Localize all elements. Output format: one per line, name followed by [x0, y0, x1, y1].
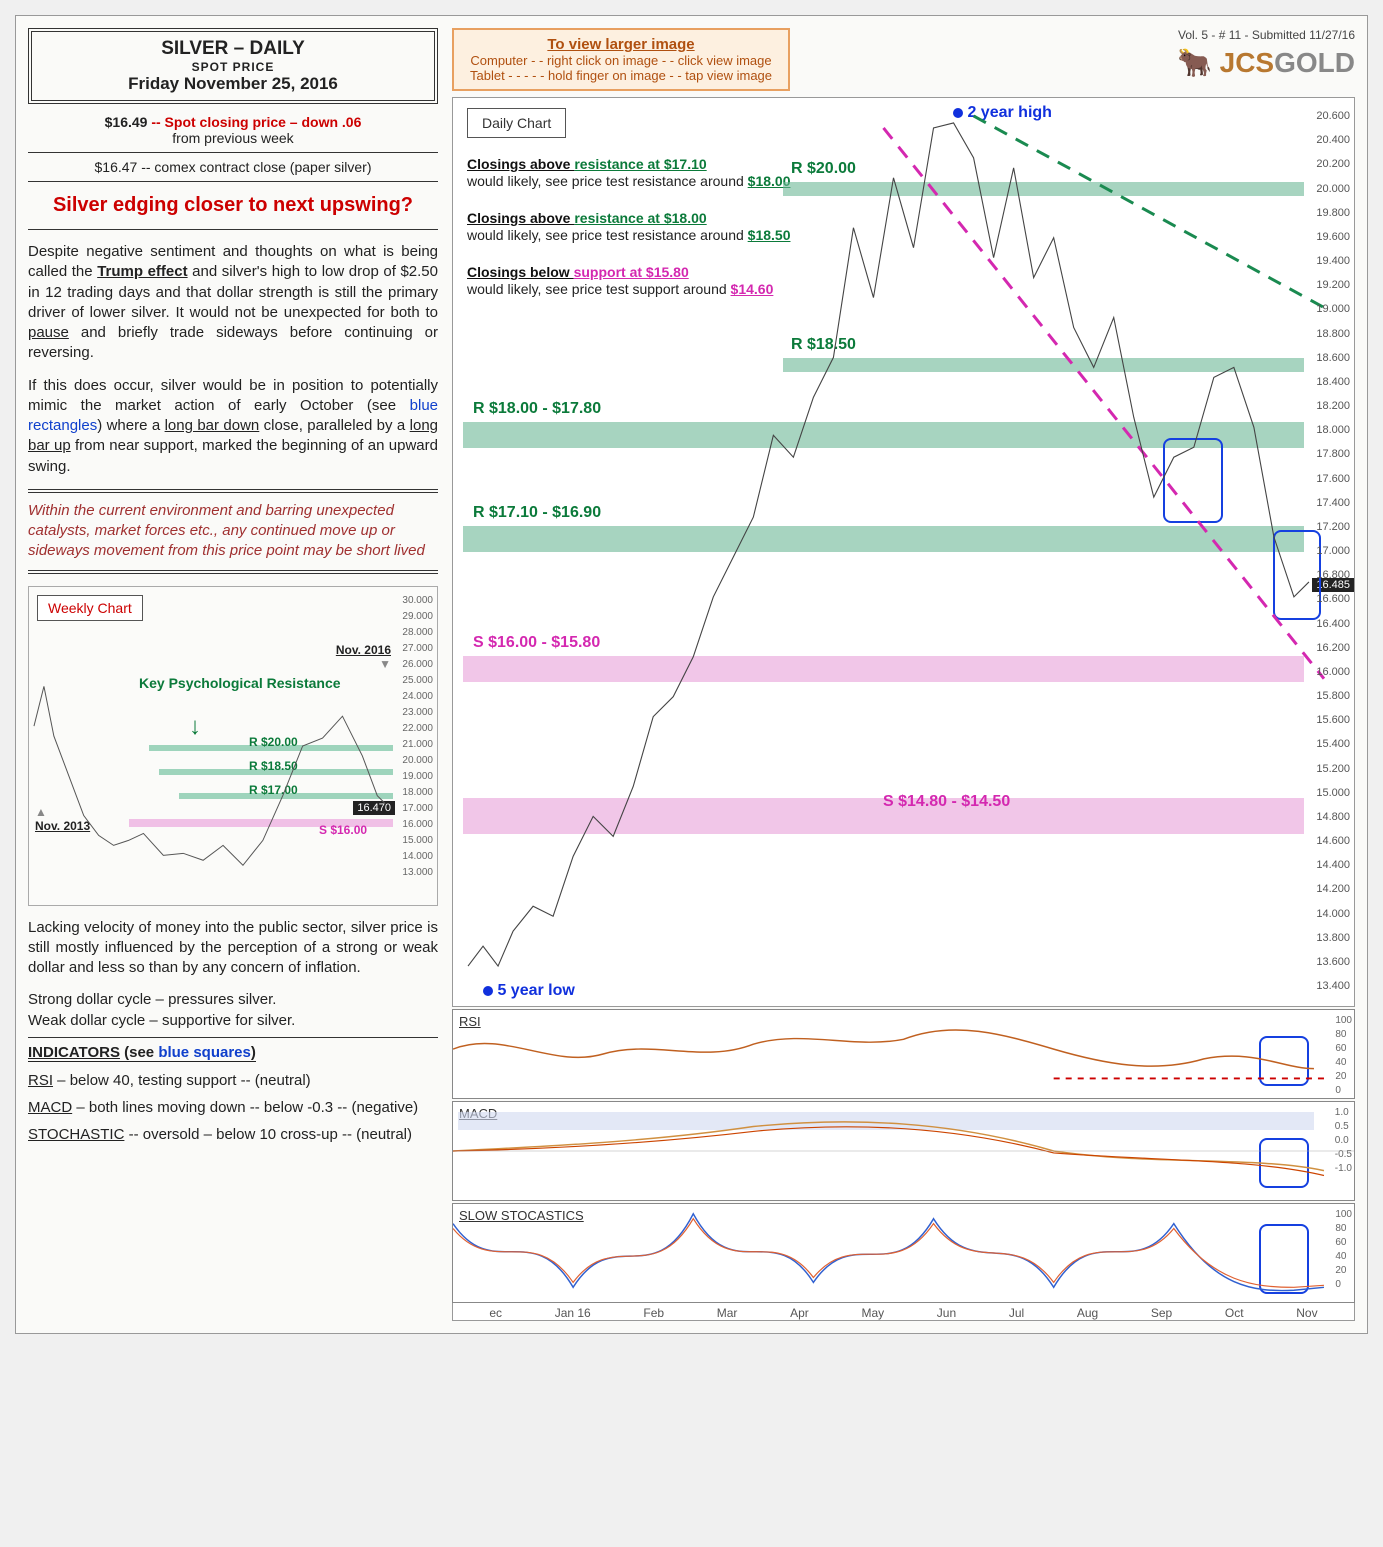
y-tick: 18.800: [1316, 328, 1350, 340]
double-divider: [28, 489, 438, 493]
daily-lines: [453, 98, 1354, 1006]
divider: [28, 152, 438, 153]
month-tick: Aug: [1077, 1306, 1098, 1320]
divider: [28, 181, 438, 182]
y-tick: 20.600: [1316, 110, 1350, 122]
volume-info: Vol. 5 - # 11 - Submitted 11/27/16: [1177, 28, 1355, 42]
left-column: SILVER – DAILY SPOT PRICE Friday Novembe…: [28, 28, 438, 1321]
title-date: Friday November 25, 2016: [42, 74, 424, 94]
y-tick: 14.200: [1316, 883, 1350, 895]
y-tick: 19.200: [1316, 279, 1350, 291]
y-tick: 16.200: [1316, 642, 1350, 654]
y-tick: 19.600: [1316, 231, 1350, 243]
stoch-panel: SLOW STOCASTICS 100806040200: [452, 1203, 1355, 1303]
indicators-heading: INDICATORS (see blue squares): [28, 1044, 256, 1062]
y-tick: 16.400: [1316, 618, 1350, 630]
right-column: To view larger image Computer - - right …: [452, 28, 1355, 1321]
y-tick: 14.600: [1316, 835, 1350, 847]
y-tick: 15.000: [1316, 787, 1350, 799]
y-tick: 14.000: [1316, 908, 1350, 920]
stoch-line: [453, 1204, 1354, 1302]
bull-icon: 🐂: [1177, 47, 1212, 78]
month-tick: ec: [489, 1306, 502, 1320]
weekly-price-line: [29, 587, 437, 905]
month-tick: Jan 16: [555, 1306, 591, 1320]
y-tick: 20.400: [1316, 134, 1350, 146]
y-tick: 17.000: [1316, 545, 1350, 557]
title-main: SILVER – DAILY: [42, 38, 424, 60]
y-tick: 17.400: [1316, 497, 1350, 509]
y-tick: 17.600: [1316, 473, 1350, 485]
spot-label: -- Spot closing price – down .06: [151, 114, 361, 130]
divider: [28, 1037, 438, 1038]
headline: Silver edging closer to next upswing?: [28, 194, 438, 217]
title-box: SILVER – DAILY SPOT PRICE Friday Novembe…: [28, 28, 438, 104]
y-tick: 14.400: [1316, 859, 1350, 871]
months-axis: ec Jan 16 Feb Mar Apr May Jun Jul Aug Sep Oct Nov: [452, 1303, 1355, 1321]
month-tick: Nov: [1296, 1306, 1317, 1320]
viewbox-line2: Tablet - - - - - hold finger on image - …: [470, 68, 772, 83]
month-tick: Apr: [790, 1306, 809, 1320]
logo: 🐂 JCSGOLD: [1177, 46, 1355, 79]
paragraph-3: Lacking velocity of money into the publi…: [28, 918, 438, 979]
spot-price: $16.49: [105, 114, 148, 130]
y-tick: 15.200: [1316, 763, 1350, 775]
month-tick: May: [861, 1306, 884, 1320]
y-tick: 17.800: [1316, 448, 1350, 460]
page: SILVER – DAILY SPOT PRICE Friday Novembe…: [15, 15, 1368, 1334]
month-tick: Feb: [643, 1306, 664, 1320]
viewbox-line1: Computer - - right click on image - - cl…: [470, 53, 772, 68]
y-tick: 14.800: [1316, 811, 1350, 823]
macd-panel: MACD 1.00.50.0-0.5-1.0: [452, 1101, 1355, 1201]
spot-block: $16.49 -- Spot closing price – down .06 …: [28, 114, 438, 182]
divider: [28, 229, 438, 230]
y-tick: 18.600: [1316, 352, 1350, 364]
month-tick: Mar: [717, 1306, 738, 1320]
rsi-panel: RSI 100806040200: [452, 1009, 1355, 1099]
rsi-line: [453, 1010, 1354, 1098]
y-tick: 15.600: [1316, 714, 1350, 726]
y-tick: 19.000: [1316, 303, 1350, 315]
paragraph-1: Despite negative sentiment and thoughts …: [28, 242, 438, 364]
top-right-row: To view larger image Computer - - right …: [452, 28, 1355, 91]
y-tick: 13.800: [1316, 932, 1350, 944]
month-tick: Jun: [937, 1306, 956, 1320]
y-tick: 18.400: [1316, 376, 1350, 388]
indicator-rsi: RSI – below 40, testing support -- (neut…: [28, 1072, 438, 1089]
logo-area: Vol. 5 - # 11 - Submitted 11/27/16 🐂 JCS…: [1177, 28, 1355, 79]
y-tick: 13.400: [1316, 980, 1350, 992]
weekly-chart: Weekly Chart 30.00029.00028.00027.00026.…: [28, 586, 438, 906]
y-tick: 15.400: [1316, 738, 1350, 750]
y-tick: 18.200: [1316, 400, 1350, 412]
italic-note: Within the current environment and barri…: [28, 501, 438, 562]
y-tick: 18.000: [1316, 424, 1350, 436]
y-tick: 20.000: [1316, 183, 1350, 195]
y-tick: 16.600: [1316, 593, 1350, 605]
y-tick: 15.800: [1316, 690, 1350, 702]
macd-line: [453, 1102, 1354, 1200]
spot-from: from previous week: [28, 130, 438, 146]
view-larger-box: To view larger image Computer - - right …: [452, 28, 790, 91]
title-sub: SPOT PRICE: [42, 60, 424, 74]
y-tick: 20.200: [1316, 158, 1350, 170]
paragraph-2: If this does occur, silver would be in p…: [28, 376, 438, 477]
daily-y-axis: 20.600 20.400 20.200 20.000 19.800 19.600 19.4…: [1304, 100, 1352, 1004]
y-tick: 17.200: [1316, 521, 1350, 533]
y-tick: 19.400: [1316, 255, 1350, 267]
indicator-stoch: STOCHASTIC -- oversold – below 10 cross-…: [28, 1126, 438, 1143]
daily-chart: Daily Chart 2 year high 5 year low Closi…: [452, 97, 1355, 1007]
double-divider: [28, 570, 438, 574]
y-tick: 19.800: [1316, 207, 1350, 219]
indicator-macd: MACD – both lines moving down -- below -…: [28, 1099, 438, 1116]
month-tick: Sep: [1151, 1306, 1172, 1320]
y-tick: 16.000: [1316, 666, 1350, 678]
comex: $16.47 -- comex contract close (paper si…: [28, 159, 438, 175]
month-tick: Oct: [1225, 1306, 1244, 1320]
month-tick: Jul: [1009, 1306, 1024, 1320]
viewbox-title: To view larger image: [470, 36, 772, 53]
indicators-section: INDICATORS (see blue squares) RSI – belo…: [28, 1044, 438, 1143]
paragraph-4: Strong dollar cycle – pressures silver. …: [28, 990, 438, 1031]
y-tick: 16.800: [1316, 569, 1350, 581]
y-tick: 13.600: [1316, 956, 1350, 968]
